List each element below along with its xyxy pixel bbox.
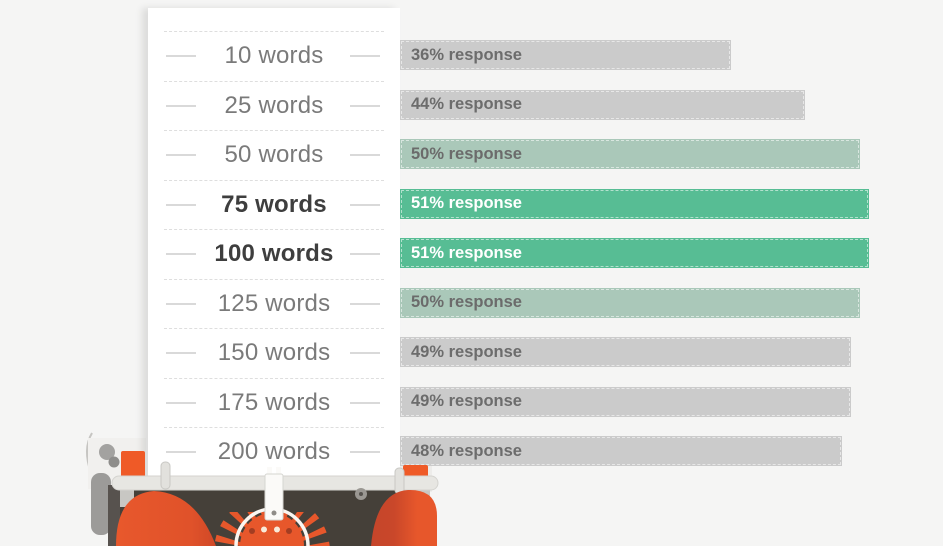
right-dash (350, 154, 380, 157)
response-bar-label: 49% response (411, 342, 522, 361)
carriage-end-left (120, 487, 134, 507)
bar-row: 36% response (400, 40, 869, 70)
word-count-row: 200 words (164, 427, 384, 477)
type-basket-dome (240, 513, 304, 546)
left-dash (166, 253, 196, 256)
response-bar: 50% response (400, 287, 860, 318)
paper-release-wire (86, 432, 93, 474)
word-count-label: 150 words (217, 339, 331, 367)
response-bar: 44% response (400, 89, 805, 120)
response-bar: 50% response (400, 139, 860, 169)
platen-knob-disc-small (108, 456, 120, 468)
word-count-row: 75 words (164, 179, 384, 230)
bar-row: 49% response (400, 337, 869, 367)
bar-chart: 36% response 44% response 50% response 51% … (400, 40, 870, 486)
response-bar-label: 44% response (411, 95, 522, 113)
left-dash (166, 302, 196, 305)
right-dash (350, 401, 380, 404)
left-dash (166, 154, 196, 157)
bar-row: 51% response (400, 238, 870, 268)
left-dash (166, 451, 196, 454)
bar-row: 50% response (400, 139, 869, 169)
right-dash (350, 451, 380, 454)
response-bar-label: 51% response (411, 243, 522, 262)
left-dash (166, 104, 196, 107)
word-count-label: 100 words (214, 240, 334, 268)
response-bar-label: 50% response (411, 293, 522, 311)
margin-release-screw-center (359, 492, 363, 496)
word-count-row: 25 words (164, 80, 384, 131)
bar-row: 49% response (400, 386, 869, 417)
left-dash (166, 352, 196, 355)
right-dash (350, 203, 380, 206)
response-bar: 49% response (400, 337, 851, 367)
platen-knob (91, 473, 111, 535)
word-count-row: 125 words (164, 278, 384, 329)
bar-row: 50% response (400, 287, 869, 318)
response-bar-label: 36% response (411, 45, 522, 64)
word-count-label: 125 words (217, 289, 331, 317)
right-dash (350, 253, 380, 256)
response-bar: 49% response (400, 386, 851, 417)
response-bar-label: 51% response (411, 194, 522, 212)
response-bar: 51% response (400, 188, 870, 219)
typewriter-shoulder-left (116, 491, 216, 546)
response-bar: 51% response (400, 238, 870, 268)
word-count-label: 175 words (217, 388, 331, 416)
typebar-fan (214, 512, 330, 546)
response-bar-label: 48% response (411, 441, 522, 460)
dome-dot (274, 526, 280, 533)
response-bar-label: 49% response (411, 392, 522, 410)
left-carriage-bracket (88, 438, 146, 489)
response-bar: 36% response (400, 40, 732, 70)
dome-dot (286, 528, 292, 534)
right-dash (350, 104, 380, 107)
word-count-label: 50 words (224, 141, 324, 169)
response-bar-label: 50% response (411, 144, 522, 163)
right-dash (350, 352, 380, 355)
bar-row: 48% response (400, 436, 869, 466)
typewriter-body (120, 487, 430, 546)
word-count-label: 200 words (217, 438, 331, 466)
word-count-list: 10 words 25 words 50 words 75 words 100 word… (148, 8, 400, 477)
word-count-label: 10 words (224, 42, 324, 70)
bar-row: 44% response (400, 89, 869, 120)
carriage-end-right (416, 487, 430, 507)
platen-knob-disc (99, 444, 115, 460)
word-count-row: 150 words (164, 328, 384, 378)
type-basket-rim (234, 507, 310, 546)
word-count-row: 10 words (164, 31, 384, 81)
left-dash (166, 203, 196, 206)
dome-dot (249, 528, 255, 534)
word-count-label: 25 words (224, 91, 324, 119)
right-dash (350, 302, 380, 305)
response-bar: 48% response (400, 436, 842, 466)
left-dash (166, 55, 196, 58)
left-dash (166, 401, 196, 404)
typewriter-shoulder-right (371, 489, 437, 546)
bar-row: 51% response (400, 188, 870, 219)
dome-dot (261, 526, 267, 533)
carriage-side-plate (108, 485, 123, 546)
paper-panel: 10 words 25 words 50 words 75 words 100 word… (148, 8, 400, 492)
right-dash (350, 55, 380, 58)
ribbon-tab-left (121, 451, 145, 478)
word-count-row: 50 words (164, 130, 384, 180)
word-count-row: 100 words (164, 229, 384, 279)
word-count-row: 175 words (164, 377, 384, 428)
word-count-label: 75 words (221, 190, 327, 218)
